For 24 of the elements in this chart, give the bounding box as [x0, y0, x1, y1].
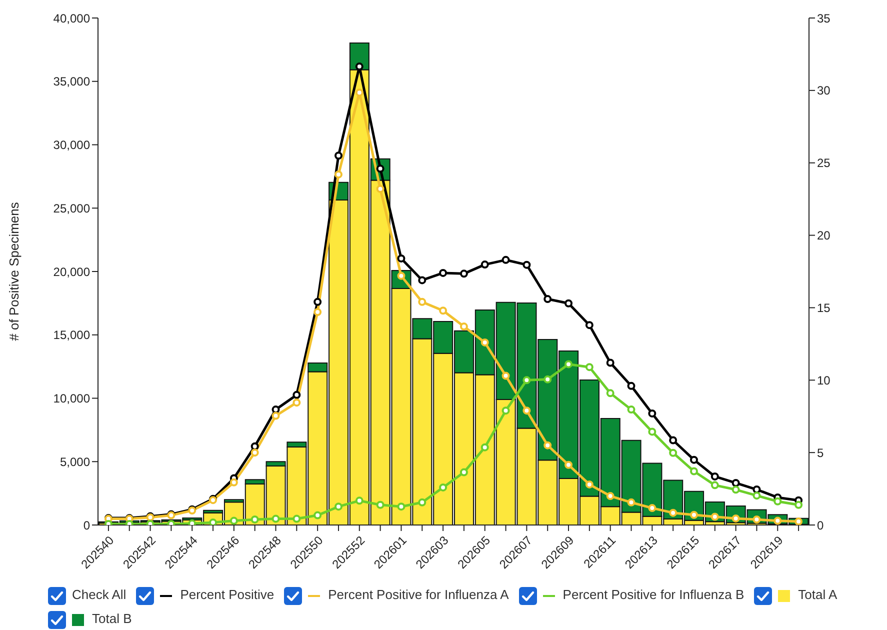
legend-label: Total A	[797, 586, 838, 604]
legend-label: Percent Positive for Influenza A	[327, 586, 509, 604]
text: Check All	[71, 586, 126, 604]
y-tick-label: 5,000	[60, 454, 90, 469]
legend-label: Percent Positive	[179, 586, 274, 604]
y-axis-title: # of Positive Specimens	[6, 202, 22, 341]
y-tick-label: 40,000	[53, 11, 90, 26]
y-tick-label: 35,000	[53, 74, 90, 89]
y-tick-label: 25,000	[53, 201, 90, 216]
y2-tick-label: 35	[817, 11, 831, 26]
legend-label: Percent Positive for Influenza B	[562, 586, 744, 604]
y2-tick-label: 15	[817, 300, 831, 315]
legend-label: Total B	[91, 610, 132, 628]
y2-tick-label: 0	[817, 518, 824, 532]
y-tick-label: 15,000	[53, 328, 90, 342]
y2-tick-label: 10	[817, 373, 831, 388]
y-tick-label: 10,000	[53, 392, 90, 406]
y-tick-label: 30,000	[53, 138, 90, 152]
y2-tick-label: 5	[817, 446, 824, 460]
y-tick-label: 0	[83, 518, 90, 532]
y-tick-label: 20,000	[53, 264, 90, 279]
y2-tick-label: 25	[817, 156, 831, 170]
y2-tick-label: 30	[817, 84, 831, 98]
y2-tick-label: 20	[817, 228, 831, 243]
